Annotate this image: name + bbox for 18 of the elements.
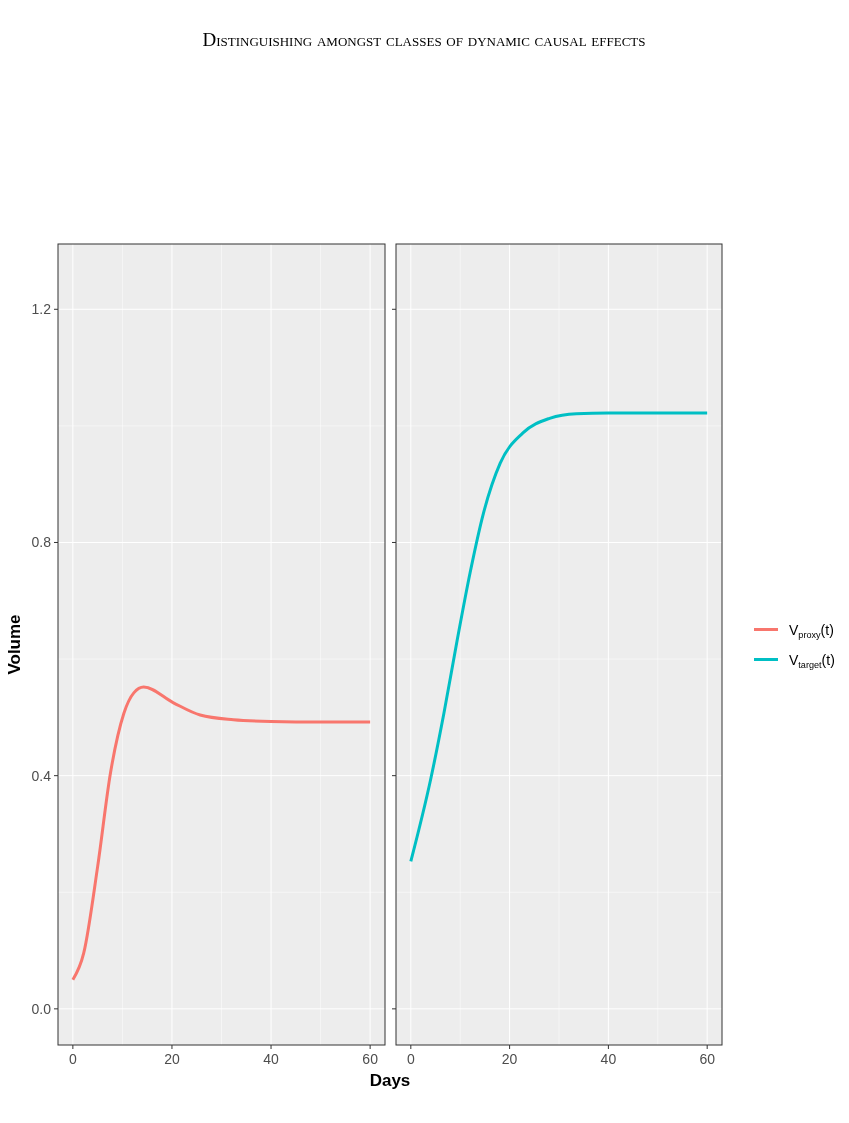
y-tick-label: 0.8: [31, 534, 52, 551]
legend-label: V$_{target}$(t): [789, 651, 835, 670]
x-tick-label: 40: [263, 1051, 280, 1067]
line-series: [71, 685, 372, 982]
text: Distinguishing amongst classes of dynamic causal effects: [202, 29, 646, 50]
x-tick-label: 0: [68, 1051, 77, 1067]
legend-label: V$_{proxy}$(t): [789, 621, 834, 640]
y-tick-label: 1.2: [31, 301, 52, 318]
y-axis-title: Volume: [5, 614, 24, 675]
y-tick-label: 0.0: [31, 1000, 52, 1017]
x-tick-label: 0: [406, 1051, 415, 1067]
x-tick-label: 60: [362, 1051, 379, 1067]
x-tick-label: 20: [164, 1051, 180, 1067]
x-tick-label: 20: [501, 1051, 518, 1067]
x-axis-title: Days: [369, 1071, 411, 1090]
x-tick-label: 40: [600, 1051, 617, 1067]
y-tick-label: 0.4: [31, 767, 52, 784]
x-tick-label: 60: [699, 1051, 716, 1067]
